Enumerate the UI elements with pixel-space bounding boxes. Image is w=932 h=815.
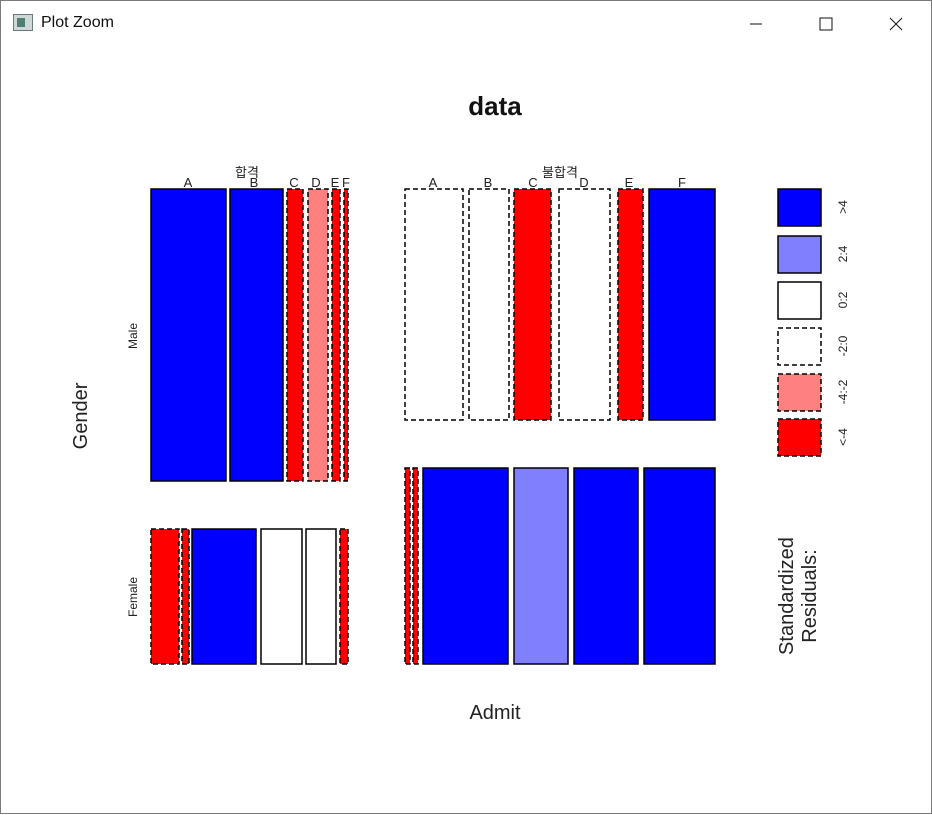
plot-title: data	[468, 91, 522, 121]
window-title: Plot Zoom	[41, 14, 114, 31]
mosaic-cell-pass-female-e	[305, 528, 337, 665]
close-button[interactable]	[861, 1, 931, 47]
dept-label-fail-e: E	[625, 175, 634, 190]
gender-level-female-label: Female	[126, 577, 140, 617]
legend-label-4: -2:0	[836, 335, 850, 356]
dept-label-fail-c: C	[528, 175, 537, 190]
dept-label-fail-a: A	[429, 175, 438, 190]
maximize-icon	[819, 17, 833, 31]
minimize-icon	[750, 23, 762, 25]
mosaic-cell-fail-male-d	[558, 188, 611, 421]
dept-label-fail-f: F	[678, 175, 686, 190]
dept-label-fail-d: D	[579, 175, 588, 190]
legend-label-6: <-4	[836, 428, 850, 446]
legend-swatch-4	[777, 327, 822, 366]
close-icon	[889, 17, 903, 31]
legend-swatch-5	[777, 373, 822, 412]
legend-label-2: 2:4	[836, 245, 850, 262]
mosaic-cell-fail-female-a	[404, 467, 411, 665]
dept-label-pass-e: E	[331, 175, 340, 190]
mosaic-cell-fail-female-f	[643, 467, 716, 665]
mosaic-cell-pass-male-c	[286, 188, 304, 482]
mosaic-cell-pass-female-c	[191, 528, 257, 665]
x-axis-label: Admit	[469, 702, 521, 724]
legend: >4 2:4 0:2 -2:0 -4:-2 <-4	[777, 188, 850, 457]
mosaic-cell-pass-male-f	[343, 188, 349, 482]
legend-label-1: >4	[836, 200, 850, 214]
legend-label-5: -4:-2	[836, 379, 850, 404]
mosaic-cell-fail-male-f	[648, 188, 716, 421]
admit-level-2-label: 불합격	[542, 166, 578, 181]
mosaic-cell-fail-female-b	[412, 467, 419, 665]
y-axis-label: Gender	[70, 382, 92, 449]
dept-label-pass-d: D	[311, 175, 320, 190]
mosaic-cell-pass-male-a	[150, 188, 227, 482]
mosaic-cell-fail-female-d	[513, 467, 569, 665]
title-bar: Plot Zoom	[1, 1, 931, 47]
plot-zoom-app-icon	[13, 14, 33, 31]
mosaic-cells	[150, 188, 716, 665]
dept-label-fail-b: B	[484, 175, 493, 190]
legend-title: StandardizedResiduals:	[776, 537, 821, 655]
mosaic-cell-pass-male-b	[229, 188, 284, 482]
legend-swatch-1	[777, 188, 822, 227]
mosaic-cell-pass-female-b	[181, 528, 190, 665]
legend-swatch-6	[777, 418, 822, 457]
gender-level-male-label: Male	[126, 323, 140, 349]
mosaic-cell-pass-female-f	[339, 528, 349, 665]
legend-label-3: 0:2	[836, 291, 850, 308]
mosaic-cell-fail-female-e	[573, 467, 639, 665]
mosaic-cell-pass-male-e	[331, 188, 341, 482]
mosaic-cell-pass-male-d	[307, 188, 329, 482]
mosaic-cell-fail-female-c	[422, 467, 509, 665]
maximize-button[interactable]	[791, 1, 861, 47]
mosaic-cell-fail-male-c	[513, 188, 552, 421]
legend-swatch-3	[777, 281, 822, 320]
legend-swatch-2	[777, 235, 822, 274]
dept-label-pass-c: C	[289, 175, 298, 190]
dept-label-pass-b: B	[250, 175, 259, 190]
mosaic-cell-pass-female-d	[260, 528, 303, 665]
mosaic-cell-fail-male-e	[617, 188, 644, 421]
mosaic-cell-fail-male-b	[468, 188, 510, 421]
admit-level-1-label: 합격	[235, 166, 259, 181]
dept-label-pass-a: A	[184, 175, 193, 190]
mosaic-cell-fail-male-a	[404, 188, 464, 421]
mosaic-cell-pass-female-a	[150, 528, 180, 665]
minimize-button[interactable]	[721, 1, 791, 47]
dept-label-pass-f: F	[342, 175, 350, 190]
